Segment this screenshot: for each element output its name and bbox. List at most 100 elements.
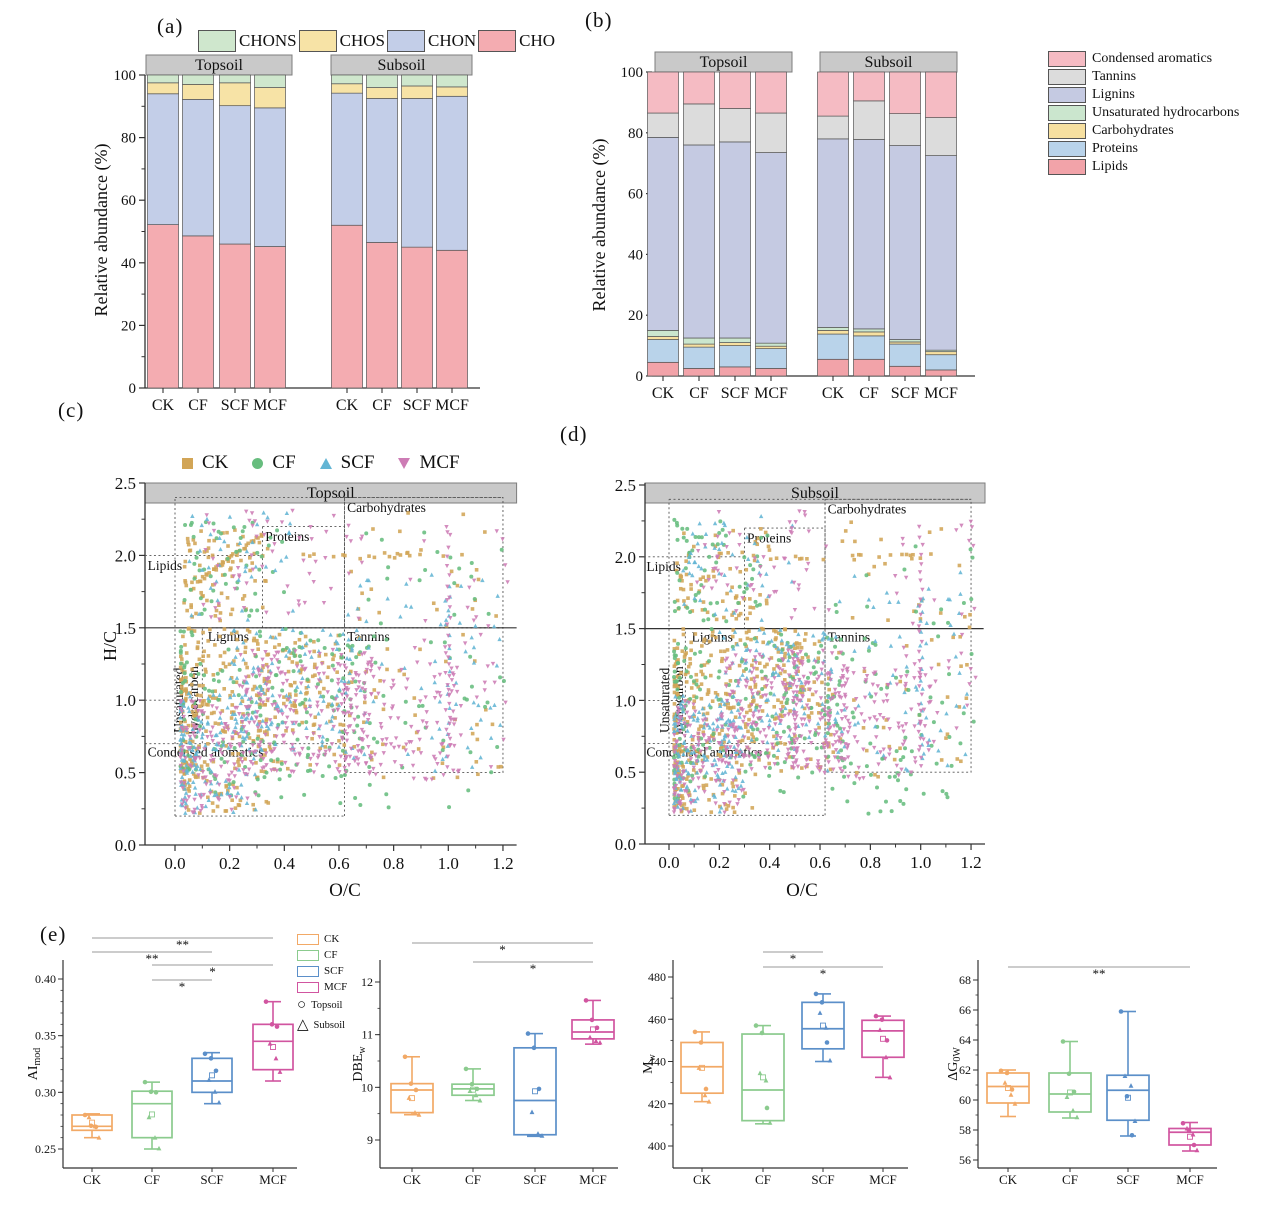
- subsoil-point: [823, 1025, 829, 1030]
- legend-label: SCF: [340, 452, 375, 473]
- svg-text:1.2: 1.2: [960, 853, 981, 872]
- svg-text:MCF: MCF: [253, 397, 287, 414]
- box: [131, 1090, 173, 1139]
- topsoil-point: [1060, 1039, 1066, 1044]
- topsoil-point: [1066, 1071, 1072, 1077]
- svg-text:0: 0: [636, 369, 644, 385]
- legend-item-lipids: Lipids: [1048, 158, 1239, 176]
- topsoil-point: [879, 1017, 885, 1022]
- bar-segment: [147, 224, 179, 389]
- bar-segment: [853, 139, 885, 330]
- legend-item-topsoil: ○ Topsoil: [297, 995, 347, 1015]
- legend-label: Subsoil: [313, 1019, 346, 1031]
- svg-text:CF: CF: [1062, 1172, 1078, 1187]
- legend-label: CF: [272, 452, 296, 473]
- bar-segment: [755, 112, 787, 153]
- bar-segment: [147, 93, 179, 225]
- svg-text:Tannins: Tannins: [828, 630, 871, 645]
- bar-segment: [647, 71, 679, 114]
- subsoil-point: [467, 1088, 473, 1094]
- legend-item-tannins: Tannins: [1048, 68, 1239, 86]
- legend-item-ck: CK: [297, 931, 347, 947]
- panel-c-xlabel: O/C: [329, 880, 361, 901]
- svg-text:0.0: 0.0: [615, 835, 636, 854]
- bar-segment: [853, 71, 885, 102]
- svg-text:Lipids: Lipids: [148, 558, 183, 573]
- svg-text:0.0: 0.0: [164, 854, 185, 873]
- topsoil-point: [583, 998, 589, 1003]
- bar-segment: [219, 82, 251, 107]
- svg-text:58: 58: [959, 1123, 971, 1137]
- box: [861, 1019, 905, 1059]
- svg-text:100: 100: [114, 68, 137, 84]
- bar-segment: [817, 138, 849, 328]
- lignins-swatch-icon: [1048, 87, 1086, 103]
- topsoil-point: [408, 1081, 414, 1086]
- legend-item-cho: CHO: [478, 30, 555, 52]
- svg-text:10: 10: [361, 1080, 373, 1094]
- topsoil-point: [213, 1068, 219, 1074]
- scatter-series-cf: [178, 520, 506, 810]
- svg-text:40: 40: [121, 256, 136, 272]
- box: [741, 1033, 785, 1122]
- topsoil-point: [88, 1123, 94, 1129]
- svg-text:0.8: 0.8: [860, 853, 881, 872]
- topsoil-point: [469, 1081, 475, 1087]
- box: [986, 1072, 1030, 1104]
- svg-text:Subsoil: Subsoil: [377, 57, 426, 74]
- subsoil-point: [539, 1133, 545, 1138]
- svg-text:60: 60: [121, 193, 136, 209]
- subsoil-point: [1184, 1125, 1190, 1131]
- subsoil-point: [92, 1123, 98, 1129]
- legend-item-carbohydrates: Carbohydrates: [1048, 122, 1239, 140]
- cho-swatch-icon: [478, 30, 517, 52]
- svg-text:0.8: 0.8: [383, 854, 404, 873]
- topsoil-point: [824, 1040, 830, 1045]
- topsoil-point: [1118, 1009, 1124, 1014]
- mean-marker: [1187, 1133, 1193, 1140]
- significance-asterisk: *: [179, 979, 186, 994]
- subsoil-point: [412, 1110, 418, 1115]
- bar-segment: [647, 112, 679, 138]
- svg-text:Proteins: Proteins: [265, 529, 309, 544]
- legend-label: Lignins: [1092, 87, 1135, 102]
- topsoil-point: [142, 1079, 148, 1085]
- subsoil-point: [757, 1070, 763, 1076]
- box: [252, 1023, 294, 1071]
- bar-segment: [436, 95, 468, 251]
- legend-item-mcf: MCF: [297, 979, 347, 995]
- panel-e-label: (e): [40, 922, 67, 946]
- topsoil-point: [589, 1017, 595, 1023]
- bar-segment: [219, 243, 251, 389]
- box: [680, 1041, 724, 1095]
- scf-box-swatch-icon: [297, 965, 319, 977]
- svg-text:CK: CK: [652, 385, 675, 402]
- svg-text:0.0: 0.0: [115, 836, 136, 855]
- bar-segment: [853, 335, 885, 360]
- bar-segment: [436, 86, 468, 97]
- bar-segment: [755, 368, 787, 377]
- svg-text:1.0: 1.0: [615, 691, 636, 710]
- legend-label: CF: [324, 949, 338, 961]
- van-krevelen-plot: Subsoil 0.0 0.2 0.4 0.6 0.8 1.0 1.2 0.0 0.5 1.0 1.5…: [615, 476, 986, 872]
- svg-text:9: 9: [367, 1133, 373, 1147]
- svg-text:MCF: MCF: [754, 385, 788, 402]
- subsoil-point: [86, 1114, 92, 1120]
- svg-text:CF: CF: [755, 1172, 771, 1187]
- subsoil-point: [529, 1109, 535, 1115]
- subsoil-point: [593, 1038, 599, 1043]
- svg-text:MCF: MCF: [435, 397, 469, 414]
- panel-b-label: (b): [585, 8, 613, 32]
- svg-text:100: 100: [621, 65, 644, 81]
- legend-item-chons: CHONS: [198, 30, 297, 52]
- svg-text:440: 440: [648, 1055, 666, 1069]
- svg-text:1.5: 1.5: [615, 620, 636, 639]
- svg-text:0.0: 0.0: [658, 853, 679, 872]
- significance-asterisk: *: [530, 961, 537, 976]
- region-box: [262, 525, 345, 629]
- legend-item-ck: CK: [182, 452, 228, 474]
- legend-label: CHON: [427, 31, 477, 50]
- topsoil-point: [153, 1090, 159, 1095]
